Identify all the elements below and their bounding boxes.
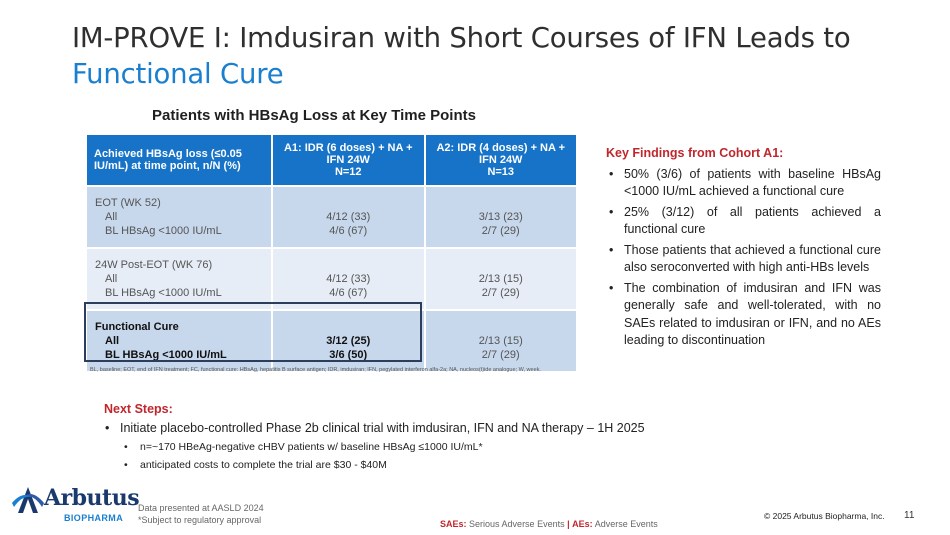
finding-text: 50% (3/6) of patients with baseline HBsA… (624, 166, 881, 199)
key-findings-list: • 50% (3/6) of patients with baseline HBs… (606, 166, 881, 350)
list-item: • 50% (3/6) of patients with baseline HBs… (606, 166, 881, 201)
a1-bl-value: 4/6 (67) (329, 287, 368, 299)
a2-bl-value: 2/7 (29) (481, 287, 520, 299)
header-arm-a1: A1: IDR (6 doses) + NA + IFN 24W N=12 (271, 133, 426, 187)
arbutus-logo: Arbutus BIOPHARMA (8, 483, 140, 525)
a1-cell: 4/12 (33) 4/6 (67) (271, 185, 426, 249)
copyright: © 2025 Arbutus Biopharma, Inc. (764, 511, 885, 521)
row-label-cell: EOT (WK 52) All BL HBsAg <1000 IU/mL (85, 185, 273, 249)
table-row: 24W Post-EOT (WK 76) All BL HBsAg <1000 … (85, 247, 578, 311)
ae-text: Adverse Events (594, 519, 658, 529)
results-table: Achieved HBsAg loss (≤0.05 IU/mL) at tim… (85, 133, 578, 373)
header-a2-line3: N=13 (487, 166, 515, 178)
key-findings-title: Key Findings from Cohort A1: (606, 146, 784, 160)
source-line2: *Subject to regulatory approval (138, 515, 262, 525)
row-label-cell: Functional Cure All BL HBsAg <1000 IU/mL (85, 309, 273, 373)
a1-cell: 4/12 (33) 4/6 (67) (271, 247, 426, 311)
header-a2-line1: A2: IDR (4 doses) + NA + (436, 142, 566, 154)
list-item: • 25% (3/12) of all patients achieved a f… (606, 204, 881, 239)
row-sub-bl: BL HBsAg <1000 IU/mL (105, 287, 222, 299)
table-row: EOT (WK 52) All BL HBsAg <1000 IU/mL 4/1… (85, 185, 578, 249)
header-a1-line3: N=12 (334, 166, 362, 178)
next-step-sub: n=~170 HBeAg-negative cHBV patients w/ b… (140, 441, 483, 453)
a2-all-value: 3/13 (23) (478, 211, 523, 223)
row-sub-all: All (105, 211, 118, 223)
logo-wordmark: Arbutus (44, 485, 140, 511)
header-arm-a2: A2: IDR (4 doses) + NA + IFN 24W N=13 (423, 133, 578, 187)
a2-bl-value: 2/7 (29) (481, 225, 520, 237)
logo-subtitle: BIOPHARMA (64, 513, 124, 523)
bullet-icon: • (105, 421, 110, 435)
page-number: 11 (904, 510, 915, 521)
sae-text: Serious Adverse Events (469, 519, 565, 529)
list-item: • Initiate placebo-controlled Phase 2b c… (104, 421, 724, 435)
header-timepoint: Achieved HBsAg loss (≤0.05 IU/mL) at tim… (85, 133, 273, 187)
next-step-sub: anticipated costs to complete the trial … (140, 459, 387, 471)
bullet-icon: • (609, 242, 614, 257)
bullet-icon: • (124, 441, 128, 453)
finding-text: 25% (3/12) of all patients achieved a fu… (624, 204, 881, 237)
bullet-icon: • (609, 204, 614, 219)
a1-bl-value: 3/6 (50) (329, 349, 368, 361)
list-item: • n=~170 HBeAg-negative cHBV patients w/… (104, 441, 724, 453)
a2-bl-value: 2/7 (29) (481, 349, 520, 361)
slide-title: IM-PROVE I: Imdusiran with Short Courses… (72, 20, 851, 92)
a1-all-value: 4/12 (33) (326, 273, 371, 285)
source-line1: Data presented at AASLD 2024 (138, 503, 264, 513)
list-item: • The combination of imdusiran and IFN wa… (606, 280, 881, 350)
a1-all-value: 3/12 (25) (326, 335, 371, 347)
a2-all-value: 2/13 (15) (478, 273, 523, 285)
row-label-cell: 24W Post-EOT (WK 76) All BL HBsAg <1000 … (85, 247, 273, 311)
row-sub-bl: BL HBsAg <1000 IU/mL (105, 225, 222, 237)
row-label: EOT (WK 52) (95, 197, 161, 209)
legend-separator: | (567, 519, 570, 529)
table-footnote: BL, baseline; EOT, end of IFN treatment;… (90, 367, 541, 373)
header-a2-line2: IFN 24W (479, 154, 523, 166)
bullet-icon: • (609, 166, 614, 181)
next-steps: Next Steps: • Initiate placebo-controlle… (104, 402, 724, 477)
bullet-icon: • (609, 280, 614, 295)
a1-all-value: 4/12 (33) (326, 211, 371, 223)
key-findings: Key Findings from Cohort A1: • 50% (3/6) … (606, 145, 881, 353)
finding-text: The combination of imdusiran and IFN was… (624, 280, 881, 348)
ae-abbr: AEs: (572, 519, 593, 529)
next-step-main: Initiate placebo-controlled Phase 2b cli… (120, 421, 645, 435)
next-steps-title: Next Steps: (104, 402, 173, 416)
header-a1-line2: IFN 24W (326, 154, 370, 166)
table-title: Patients with HBsAg Loss at Key Time Poi… (152, 107, 476, 124)
a2-cell: 2/13 (15) 2/7 (29) (423, 247, 578, 311)
source-note: Data presented at AASLD 2024 *Subject to… (138, 502, 264, 526)
table-header-row: Achieved HBsAg loss (≤0.05 IU/mL) at tim… (85, 133, 578, 187)
list-item: • anticipated costs to complete the tria… (104, 459, 724, 471)
title-line1: IM-PROVE I: Imdusiran with Short Courses… (72, 22, 851, 54)
row-label: 24W Post-EOT (WK 76) (95, 259, 213, 271)
bullet-icon: • (124, 459, 128, 471)
header-a1-line1: A1: IDR (6 doses) + NA + (283, 142, 413, 154)
title-accent: Functional Cure (72, 58, 284, 90)
leaf-icon (12, 487, 44, 513)
a2-cell: 3/13 (23) 2/7 (29) (423, 185, 578, 249)
sae-abbr: SAEs: (440, 519, 467, 529)
row-sub-bl: BL HBsAg <1000 IU/mL (105, 349, 227, 361)
row-sub-all: All (105, 335, 120, 347)
row-label: Functional Cure (95, 321, 179, 333)
abbreviation-legend: SAEs: Serious Adverse Events | AEs: Adve… (440, 519, 658, 529)
a1-cell: 3/12 (25) 3/6 (50) (271, 309, 426, 373)
a1-bl-value: 4/6 (67) (329, 225, 368, 237)
finding-text: Those patients that achieved a functiona… (624, 242, 881, 275)
a2-all-value: 2/13 (15) (478, 335, 523, 347)
a2-cell: 2/13 (15) 2/7 (29) (423, 309, 578, 373)
row-sub-all: All (105, 273, 118, 285)
table-row: Functional Cure All BL HBsAg <1000 IU/mL… (85, 309, 578, 373)
list-item: • Those patients that achieved a function… (606, 242, 881, 277)
